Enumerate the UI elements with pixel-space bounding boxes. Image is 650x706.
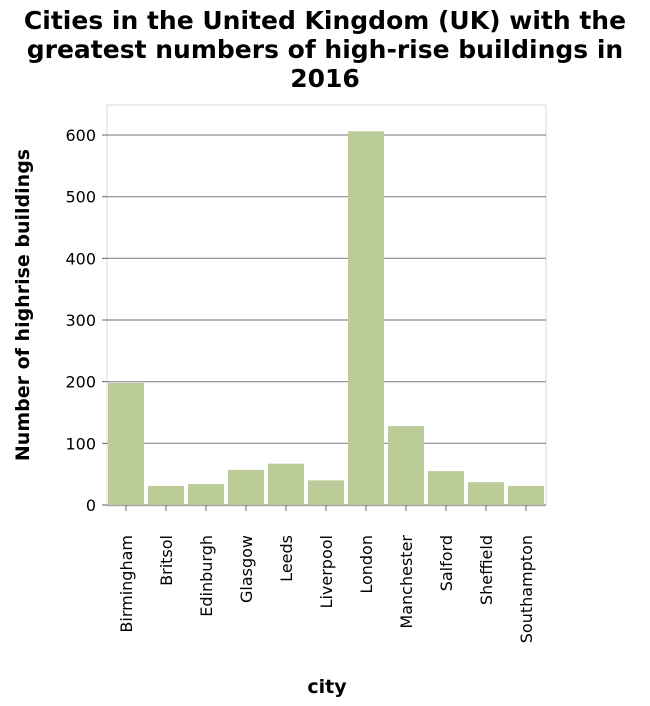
x-tick-label: Salford (437, 535, 456, 591)
gridlines (107, 134, 546, 506)
x-tick-label: Edinburgh (197, 535, 216, 617)
x-tick-label: Manchester (397, 535, 416, 629)
y-tick-label: 400 (65, 249, 96, 268)
y-tick-label: 0 (86, 496, 96, 515)
chart-title: Cities in the United Kingdom (UK) with t… (0, 6, 650, 93)
x-tick-label: Glasgow (237, 535, 256, 603)
x-tick-label: London (357, 535, 376, 594)
x-axis-label: city (307, 676, 347, 698)
y-tick-label: 100 (65, 434, 96, 453)
x-tick-label: Britsol (157, 535, 176, 586)
y-axis: 0 100 200 300 400 500 600 (65, 126, 107, 515)
bar (228, 469, 264, 505)
y-tick-label: 500 (65, 188, 96, 207)
chart-title-line-2: greatest numbers of high-rise buildings … (26, 35, 624, 64)
x-tick-label: Birmingham (117, 535, 136, 633)
x-tick-label: Sheffield (477, 535, 496, 605)
bar (268, 463, 304, 505)
chart-title-line-3: 2016 (290, 64, 360, 93)
bar (388, 426, 424, 505)
bar (428, 471, 464, 505)
bar (348, 131, 384, 506)
y-axis-label: Number of highrise buildings (12, 149, 34, 461)
y-tick-label: 300 (65, 311, 96, 330)
x-tick-label: Leeds (277, 535, 296, 582)
bar (308, 480, 344, 505)
x-tick-label: Southampton (517, 535, 536, 643)
bar (188, 484, 224, 505)
bar (108, 382, 144, 505)
x-tick-label: Liverpool (317, 535, 336, 608)
bars (108, 131, 544, 506)
plot-area (106, 104, 547, 507)
chart-title-line-1: Cities in the United Kingdom (UK) with t… (23, 6, 627, 35)
x-axis: Birmingham Britsol Edinburgh Glasgow Leeds Li… (117, 505, 536, 643)
bar (468, 482, 504, 505)
y-tick-label: 200 (65, 373, 96, 392)
bar (508, 485, 544, 505)
y-tick-label: 600 (65, 126, 96, 145)
bar (148, 485, 184, 505)
